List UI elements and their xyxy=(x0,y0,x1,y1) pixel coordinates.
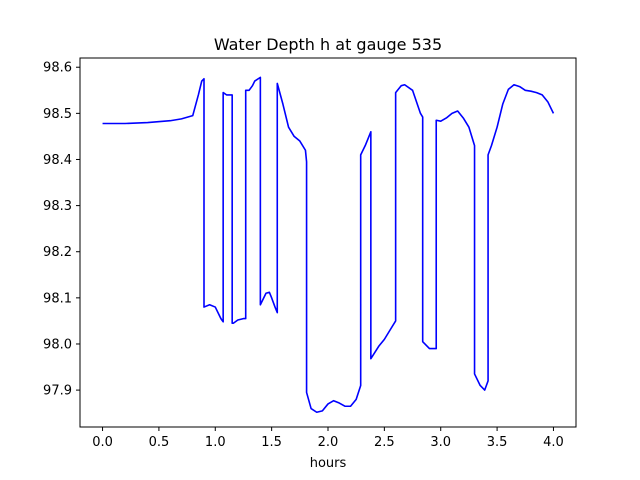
x-tick-label: 3.5 xyxy=(487,435,508,450)
x-tick-label: 3.0 xyxy=(430,435,451,450)
x-tick-label: 1.0 xyxy=(205,435,226,450)
y-tick-label: 97.9 xyxy=(43,384,72,399)
y-tick-label: 98.0 xyxy=(43,337,72,352)
x-tick-label: 2.5 xyxy=(374,435,395,450)
x-tick-label: 4.0 xyxy=(543,435,564,450)
y-tick-label: 98.3 xyxy=(43,199,72,214)
x-tick-label: 2.0 xyxy=(318,435,339,450)
series-layer xyxy=(102,76,555,414)
y-axis: 97.9 98.0 98.1 98.2 98.3 98.4 98.5 98.6 xyxy=(43,61,80,399)
x-axis: 0.0 0.5 1.0 1.5 2.0 2.5 3.0 3.5 4.0 xyxy=(92,427,564,450)
y-tick-label: 98.1 xyxy=(43,291,72,306)
y-tick-label: 98.2 xyxy=(43,245,72,260)
x-tick-label: 0.0 xyxy=(92,435,113,450)
y-tick-label: 98.4 xyxy=(43,153,72,168)
chart-title: Water Depth h at gauge 535 xyxy=(214,35,442,54)
series-line xyxy=(102,76,555,414)
x-tick-label: 0.5 xyxy=(149,435,170,450)
x-axis-label: hours xyxy=(310,456,347,471)
y-tick-label: 98.5 xyxy=(43,107,72,122)
x-tick-label: 1.5 xyxy=(261,435,282,450)
plot-frame xyxy=(79,57,577,428)
y-tick-label: 98.6 xyxy=(43,61,72,76)
plot-area: 0.0 0.5 1.0 1.5 2.0 2.5 3.0 3.5 4.0 97.9 98.0 98.1… xyxy=(43,57,577,450)
